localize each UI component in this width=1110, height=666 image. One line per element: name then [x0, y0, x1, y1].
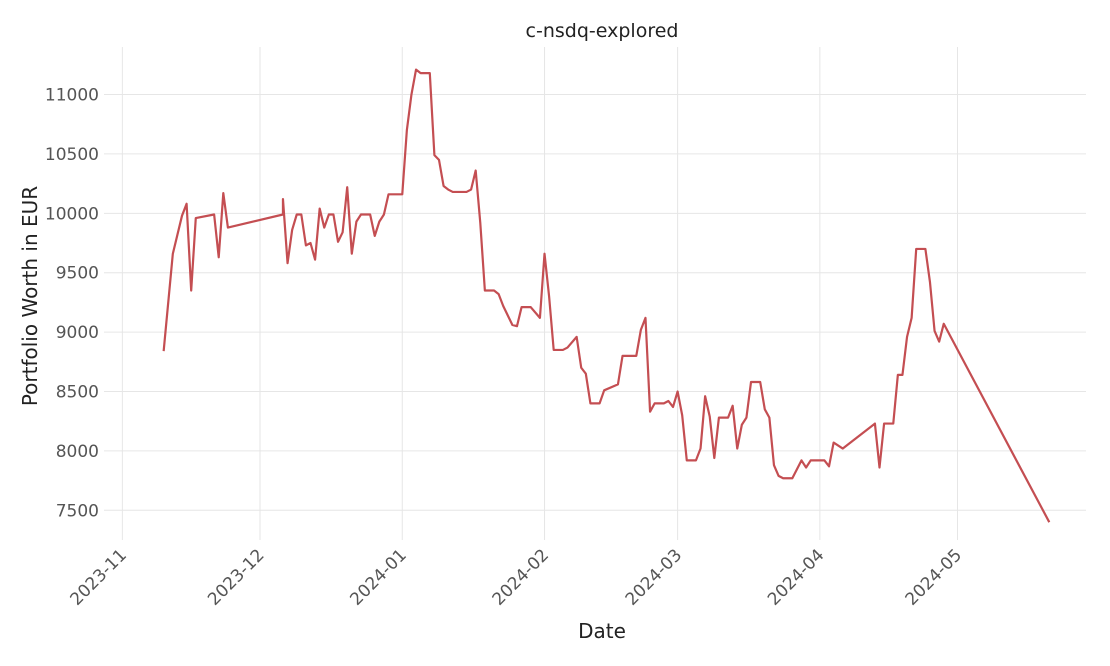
y-tick-label: 9500 — [56, 264, 99, 284]
series-line — [162, 68, 1051, 523]
y-axis-ticks: 7500 8000 8500 9000 9500 10000 10500 11000 — [45, 86, 99, 522]
x-tick-label: 2023-11 — [67, 545, 131, 609]
x-tick-label: 2024-05 — [902, 545, 966, 609]
chart-title: c-nsdq-explored — [526, 20, 679, 42]
x-tick-label: 2024-03 — [622, 545, 686, 609]
y-tick-label: 9000 — [56, 323, 99, 343]
series-group — [162, 68, 1051, 523]
x-tick-label: 2024-02 — [489, 545, 553, 609]
y-tick-label: 7500 — [56, 501, 99, 521]
x-tick-label: 2023-12 — [204, 545, 268, 609]
grid — [104, 47, 1086, 540]
y-tick-label: 10500 — [45, 145, 99, 165]
x-tick-label: 2024-01 — [346, 545, 410, 609]
y-tick-label: 8500 — [56, 383, 99, 403]
x-tick-label: 2024-04 — [764, 545, 828, 609]
x-axis-ticks: 2023-11 2023-12 2024-01 2024-02 2024-03 2024-… — [67, 545, 967, 609]
y-tick-label: 10000 — [45, 204, 99, 224]
y-axis-title: Portfolio Worth in EUR — [18, 186, 42, 406]
y-tick-label: 8000 — [56, 442, 99, 462]
y-tick-label: 11000 — [45, 86, 99, 106]
x-axis-title: Date — [578, 619, 626, 643]
